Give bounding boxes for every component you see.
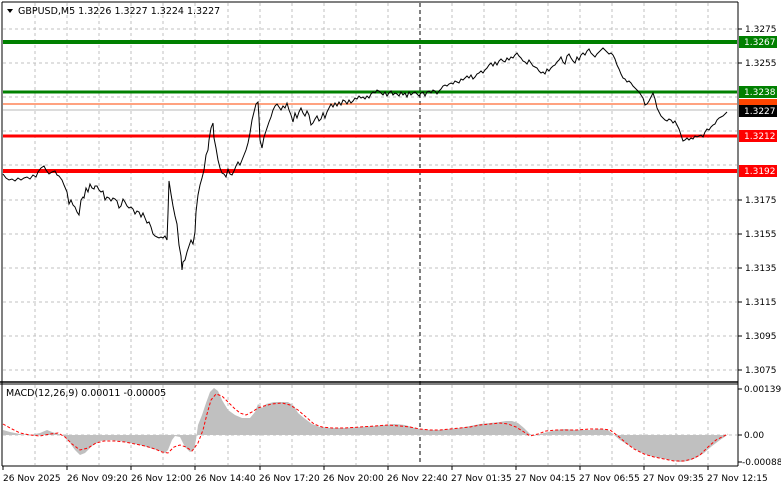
- symbol-ohlc-label: GBPUSD,M5 1.3226 1.3227 1.3224 1.3227: [18, 6, 220, 17]
- price-axis[interactable]: 1.3275 1.3255 1.3175 1.3155 1.3135 1.311…: [738, 25, 777, 376]
- time-tick: 26 Nov 20:00: [323, 474, 384, 484]
- macd-axis-min: -0.00088: [742, 458, 781, 468]
- time-tick: 26 Nov 12:00: [131, 474, 192, 484]
- ask-tag: [739, 99, 777, 107]
- svg-text:1.3227: 1.3227: [744, 107, 776, 117]
- macd-axis-zero: 0.00: [744, 431, 764, 441]
- dropdown-triangle-icon[interactable]: [7, 9, 13, 13]
- macd-axis-max: 0.00139: [744, 385, 781, 395]
- time-tick: 27 Nov 04:15: [515, 474, 576, 484]
- price-pane[interactable]: [2, 3, 737, 465]
- price-tick: 1.3155: [745, 230, 777, 240]
- svg-text:1.3238: 1.3238: [744, 88, 776, 98]
- price-tick: 1.3115: [745, 298, 777, 308]
- macd-label: MACD(12,26,9) 0.00011 -0.00005: [6, 388, 166, 399]
- time-tick: 26 Nov 17:20: [259, 474, 320, 484]
- macd-axis: 0.00139 0.00 -0.00088: [738, 385, 781, 468]
- time-tick: 27 Nov 01:35: [451, 474, 512, 484]
- support-tag: 1.3212: [739, 130, 777, 142]
- resistance-top-tag: 1.3267: [739, 36, 777, 48]
- bid-tag: 1.3227: [739, 105, 777, 117]
- time-tick: 26 Nov 14:40: [195, 474, 256, 484]
- time-tick: 27 Nov 06:55: [579, 474, 640, 484]
- chart-title: GBPUSD,M5 1.3226 1.3227 1.3224 1.3227: [7, 6, 220, 17]
- macd-histogram: [3, 388, 728, 462]
- macd-signal-line: [2, 393, 729, 462]
- price-tick: 1.3275: [745, 25, 777, 35]
- price-tick: 1.3175: [745, 196, 777, 206]
- macd-pane[interactable]: [0, 381, 738, 465]
- time-tick: 26 Nov 2025: [3, 474, 61, 484]
- price-tick: 1.3095: [745, 332, 777, 342]
- price-tick: 1.3075: [745, 366, 777, 376]
- time-tick: 26 Nov 09:20: [67, 474, 128, 484]
- time-tick: 27 Nov 12:15: [707, 474, 768, 484]
- price-tick: 1.3135: [745, 264, 777, 274]
- time-axis[interactable]: 26 Nov 2025 26 Nov 09:20 26 Nov 12:00 26…: [2, 466, 768, 484]
- time-grid: [34, 3, 709, 380]
- support-bottom-tag: 1.3192: [739, 165, 777, 177]
- svg-text:1.3192: 1.3192: [744, 167, 776, 177]
- svg-text:1.3212: 1.3212: [744, 132, 776, 142]
- price-grid: [3, 28, 737, 371]
- time-tick: 26 Nov 22:40: [387, 474, 448, 484]
- price-line: [2, 47, 728, 271]
- resistance-tag: 1.3238: [739, 86, 777, 98]
- price-tick: 1.3255: [745, 59, 777, 69]
- time-tick: 27 Nov 09:35: [643, 474, 704, 484]
- svg-text:1.3267: 1.3267: [744, 38, 776, 48]
